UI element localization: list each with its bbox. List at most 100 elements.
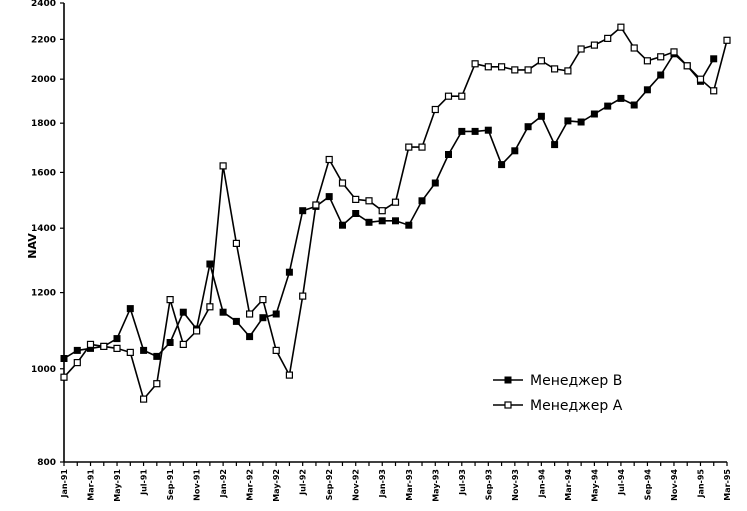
data-point (378, 207, 386, 215)
x-tick-label: Jul-94 (617, 469, 626, 496)
data-point (206, 260, 214, 268)
data-point (431, 179, 439, 187)
data-point (179, 340, 187, 348)
x-tick-label: Jan-91 (60, 469, 69, 499)
x-tick-label: Nov-92 (352, 469, 361, 501)
data-point (153, 352, 161, 360)
data-point (550, 65, 559, 73)
data-point (696, 75, 705, 83)
legend: Менеджер В Менеджер А (493, 373, 623, 414)
data-point (471, 127, 479, 135)
data-point (458, 127, 466, 135)
x-tick-label: Sep-92 (325, 469, 334, 500)
y-tick-label: 1000 (31, 365, 56, 375)
x-tick-label: Nov-93 (511, 469, 520, 501)
data-point (604, 102, 612, 110)
data-point (219, 162, 227, 170)
data-point (630, 101, 638, 109)
data-point (590, 41, 599, 49)
data-point (392, 217, 399, 225)
data-point (378, 217, 386, 225)
data-point (325, 155, 333, 164)
data-point (73, 346, 81, 354)
x-tick-label: Sep-94 (643, 469, 652, 501)
axes (60, 2, 728, 466)
data-point (86, 340, 95, 348)
data-point (352, 210, 360, 217)
x-tick-label: Mar-93 (405, 469, 414, 501)
data-point (537, 57, 546, 65)
data-point (657, 53, 665, 61)
data-point (577, 118, 585, 126)
data-point (484, 63, 492, 71)
data-point (272, 346, 280, 354)
data-point (670, 48, 678, 56)
data-point (113, 335, 121, 343)
data-point (338, 179, 347, 187)
x-tick-label: Mar-92 (246, 469, 255, 501)
data-point (498, 161, 506, 169)
data-point (166, 296, 174, 304)
x-tick-label: Jan-92 (219, 469, 228, 499)
x-tick-label: Jul-92 (299, 469, 308, 496)
series-line (63, 25, 728, 401)
data-point (564, 117, 572, 125)
series-layer (60, 23, 731, 403)
x-tick-label: Mar-94 (564, 469, 573, 501)
data-point (259, 296, 267, 304)
data-point (272, 310, 280, 318)
data-point (617, 23, 625, 31)
legend-label-manager-b: Менеджер В (530, 373, 622, 389)
x-tick-label: May-92 (272, 469, 281, 502)
data-point (100, 342, 108, 350)
x-tick-label: May-91 (113, 469, 122, 502)
data-point (232, 317, 240, 325)
data-point (391, 198, 400, 206)
data-point (219, 308, 227, 316)
data-point (193, 327, 201, 335)
x-tick-label: Sep-91 (166, 469, 175, 501)
data-point (73, 359, 81, 367)
data-point (431, 105, 439, 114)
data-point (246, 333, 254, 341)
legend-entry-manager-b: Менеджер В (493, 373, 622, 389)
y-tick-label: 1800 (31, 119, 56, 129)
data-point (365, 197, 373, 205)
data-point (140, 395, 148, 403)
data-point (604, 34, 612, 43)
data-point (617, 94, 625, 102)
data-point (657, 71, 665, 79)
data-point (299, 207, 307, 215)
data-point (232, 239, 240, 247)
data-point (285, 371, 293, 379)
data-point (285, 268, 293, 276)
data-point (405, 221, 413, 229)
data-point (60, 373, 68, 381)
data-point (126, 348, 134, 356)
x-tick-label: Nov-94 (670, 469, 679, 501)
data-point (524, 66, 532, 74)
x-tick-label: Jan-95 (696, 469, 705, 499)
data-point (511, 66, 519, 74)
y-tick-label: 800 (37, 458, 56, 468)
data-point (140, 346, 148, 354)
data-point (590, 110, 598, 118)
data-point (524, 123, 532, 131)
y-tick-label: 1200 (31, 289, 56, 299)
data-point (206, 303, 214, 311)
legend-label-manager-a: Менеджер А (530, 398, 623, 414)
x-tick-label: Mar-95 (723, 469, 732, 501)
data-point (166, 339, 174, 346)
data-point (630, 44, 638, 52)
data-point (643, 86, 651, 94)
data-point (444, 92, 453, 100)
x-tick-label: Jan-93 (378, 469, 387, 499)
data-point (484, 126, 492, 134)
y-tick-label: 1600 (31, 168, 56, 178)
data-point (246, 310, 254, 318)
data-point (418, 197, 426, 205)
data-point (312, 201, 320, 209)
data-point (564, 67, 572, 75)
data-point (153, 380, 161, 388)
